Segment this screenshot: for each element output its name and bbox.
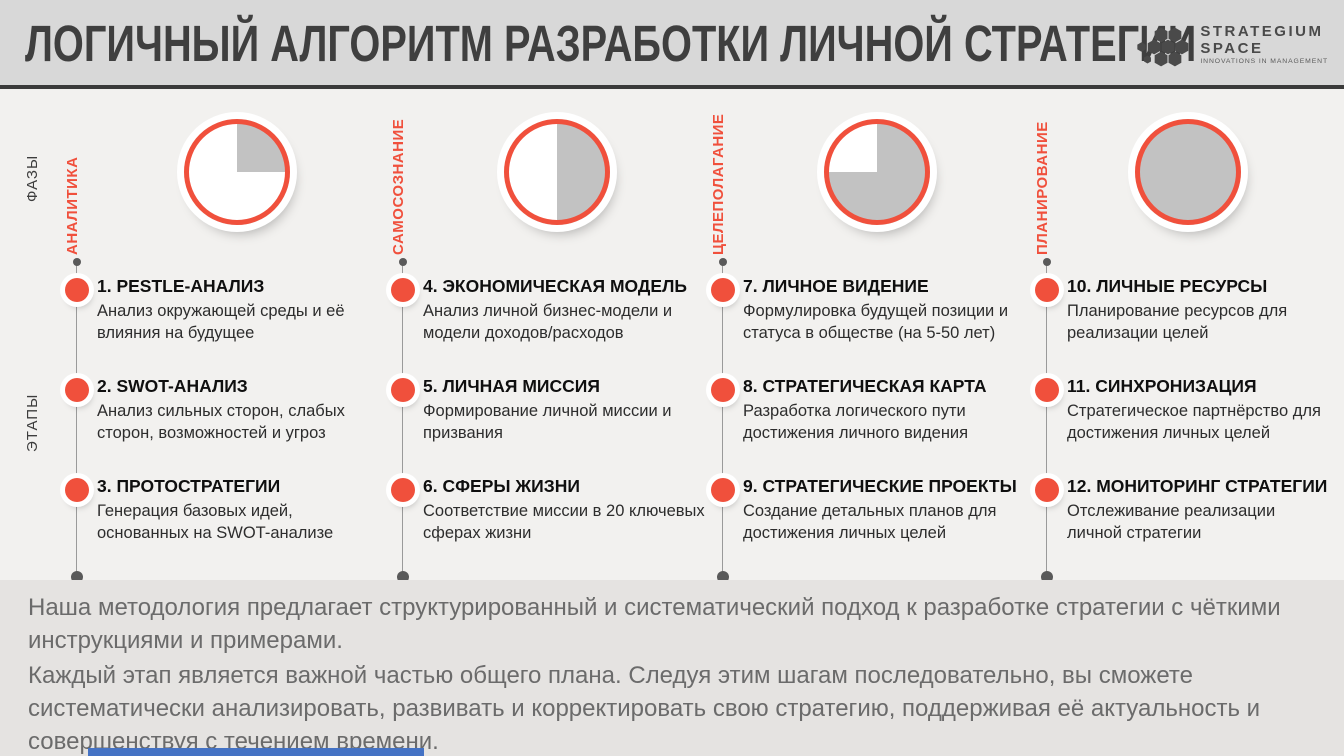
step-item: 2. SWOT-АНАЛИЗ Анализ сильных сторон, сл…	[97, 375, 386, 444]
step-item: 1. PESTLE-АНАЛИЗ Анализ окружающей среды…	[97, 275, 386, 344]
logo-word-space: SPACE	[1200, 40, 1264, 58]
step-description: Формирование личной миссии и призвания	[423, 402, 672, 442]
step-title: 7. ЛИЧНОЕ ВИДЕНИЕ	[743, 276, 929, 296]
step-title: 5. ЛИЧНАЯ МИССИЯ	[423, 376, 600, 396]
step-title: 3. ПРОТОСТРАТЕГИИ	[97, 476, 281, 496]
phase-label-self-awareness: САМОСОЗНАНИЕ	[390, 118, 407, 255]
step-description: Отслеживание реализации личной стратегии	[1067, 502, 1276, 542]
step-title: 10. ЛИЧНЫЕ РЕСУРСЫ	[1067, 276, 1268, 296]
step-description: Создание детальных планов для достижения…	[743, 502, 997, 542]
step-item: 12. МОНИТОРИНГ СТРАТЕГИИ Отслеживание ре…	[1067, 475, 1332, 544]
step-dot	[711, 378, 735, 402]
footer-paragraph-1: Наша методология предлагает структуриров…	[28, 594, 1281, 654]
step-description: Анализ личной бизнес-модели и модели дох…	[423, 302, 673, 342]
step-dot	[1035, 278, 1059, 302]
step-title: 1. PESTLE-АНАЛИЗ	[97, 276, 265, 296]
step-description: Анализ окружающей среды и её влияния на …	[97, 302, 345, 342]
phase-label-goal-setting: ЦЕЛЕПОЛАГАНИЕ	[710, 113, 727, 255]
step-dot	[1035, 478, 1059, 502]
step-title: 6. СФЕРЫ ЖИЗНИ	[423, 476, 580, 496]
logo-tagline: INNOVATIONS IN MANAGEMENT	[1200, 58, 1328, 66]
timeline-line	[76, 262, 77, 578]
row-label-stages: ЭТАПЫ	[24, 393, 41, 452]
step-item: 3. ПРОТОСТРАТЕГИИ Генерация базовых идей…	[97, 475, 386, 544]
page-title: ЛОГИЧНЫЙ АЛГОРИТМ РАЗРАБОТКИ ЛИЧНОЙ СТРА…	[25, 15, 1197, 72]
step-dot	[711, 478, 735, 502]
step-description: Анализ сильных сторон, слабых сторон, во…	[97, 402, 345, 442]
step-title: 12. МОНИТОРИНГ СТРАТЕГИИ	[1067, 476, 1328, 496]
step-dot	[391, 378, 415, 402]
column-analytics: АНАЛИТИКА 1. PESTLE-АНАЛИЗ Анализ окружа…	[60, 93, 386, 593]
strategium-space-logo: STRATEGIUM SPACE INNOVATIONS IN MANAGEME…	[1136, 17, 1328, 73]
step-item: 11. СИНХРОНИЗАЦИЯ Стратегическое партнёр…	[1067, 375, 1332, 444]
timeline-end-dot	[73, 258, 81, 266]
timeline-end-dot	[1043, 258, 1051, 266]
footer-paragraph-2: Каждый этап является важной частью общег…	[28, 662, 1261, 755]
header-band: ЛОГИЧНЫЙ АЛГОРИТМ РАЗРАБОТКИ ЛИЧНОЙ СТРА…	[0, 0, 1344, 89]
step-description: Стратегическое партнёрство для достижени…	[1067, 402, 1321, 442]
step-description: Планирование ресурсов для реализации цел…	[1067, 302, 1288, 342]
column-planning: ПЛАНИРОВАНИЕ 10. ЛИЧНЫЕ РЕСУРСЫ Планиров…	[1030, 93, 1332, 593]
step-item: 9. СТРАТЕГИЧЕСКИЕ ПРОЕКТЫ Создание детал…	[743, 475, 1030, 544]
step-dot	[391, 478, 415, 502]
step-dot	[391, 278, 415, 302]
step-item: 8. СТРАТЕГИЧЕСКАЯ КАРТА Разработка логич…	[743, 375, 1030, 444]
step-item: 5. ЛИЧНАЯ МИССИЯ Формирование личной мис…	[423, 375, 706, 444]
phase-label-planning: ПЛАНИРОВАНИЕ	[1034, 121, 1051, 255]
step-dot	[711, 278, 735, 302]
step-dot	[65, 378, 89, 402]
hexagon-cluster-icon	[1137, 27, 1189, 67]
step-title: 9. СТРАТЕГИЧЕСКИЕ ПРОЕКТЫ	[743, 476, 1017, 496]
step-item: 10. ЛИЧНЫЕ РЕСУРСЫ Планирование ресурсов…	[1067, 275, 1332, 344]
step-description: Формулировка будущей позиции и статуса в…	[743, 302, 1009, 342]
timeline-line	[1046, 262, 1047, 578]
progress-pie-100	[1135, 119, 1241, 225]
step-dot	[1035, 378, 1059, 402]
row-label-phases: ФАЗЫ	[24, 154, 41, 202]
step-item: 7. ЛИЧНОЕ ВИДЕНИЕ Формулировка будущей п…	[743, 275, 1030, 344]
column-self-awareness: САМОСОЗНАНИЕ 4. ЭКОНОМИЧЕСКАЯ МОДЕЛЬ Ана…	[386, 93, 706, 593]
column-goal-setting: ЦЕЛЕПОЛАГАНИЕ 7. ЛИЧНОЕ ВИДЕНИЕ Формулир…	[706, 93, 1030, 593]
step-dot	[65, 478, 89, 502]
step-description: Соответствие миссии в 20 ключевых сферах…	[423, 502, 705, 542]
step-title: 8. СТРАТЕГИЧЕСКАЯ КАРТА	[743, 376, 987, 396]
timeline-line	[402, 262, 403, 578]
step-description: Разработка логического пути достижения л…	[743, 402, 969, 442]
step-item: 6. СФЕРЫ ЖИЗНИ Соответствие миссии в 20 …	[423, 475, 706, 544]
progress-pie-50	[504, 119, 610, 225]
step-item: 4. ЭКОНОМИЧЕСКАЯ МОДЕЛЬ Анализ личной би…	[423, 275, 706, 344]
logo-word-strategium: STRATEGIUM	[1200, 23, 1324, 41]
timeline-end-dot	[719, 258, 727, 266]
logo-text: STRATEGIUM SPACE INNOVATIONS IN MANAGEME…	[1200, 24, 1328, 66]
step-title: 2. SWOT-АНАЛИЗ	[97, 376, 248, 396]
step-description: Генерация базовых идей, основанных на SW…	[97, 502, 334, 542]
timeline-line	[722, 262, 723, 578]
progress-pie-75	[824, 119, 930, 225]
step-title: 11. СИНХРОНИЗАЦИЯ	[1067, 376, 1257, 396]
footer-band: Наша методология предлагает структуриров…	[0, 580, 1344, 756]
step-dot	[65, 278, 89, 302]
timeline-end-dot	[399, 258, 407, 266]
phase-label-analytics: АНАЛИТИКА	[64, 156, 81, 255]
bottom-partial-blue-bar	[88, 748, 424, 756]
progress-pie-25	[184, 119, 290, 225]
step-title: 4. ЭКОНОМИЧЕСКАЯ МОДЕЛЬ	[423, 276, 687, 296]
